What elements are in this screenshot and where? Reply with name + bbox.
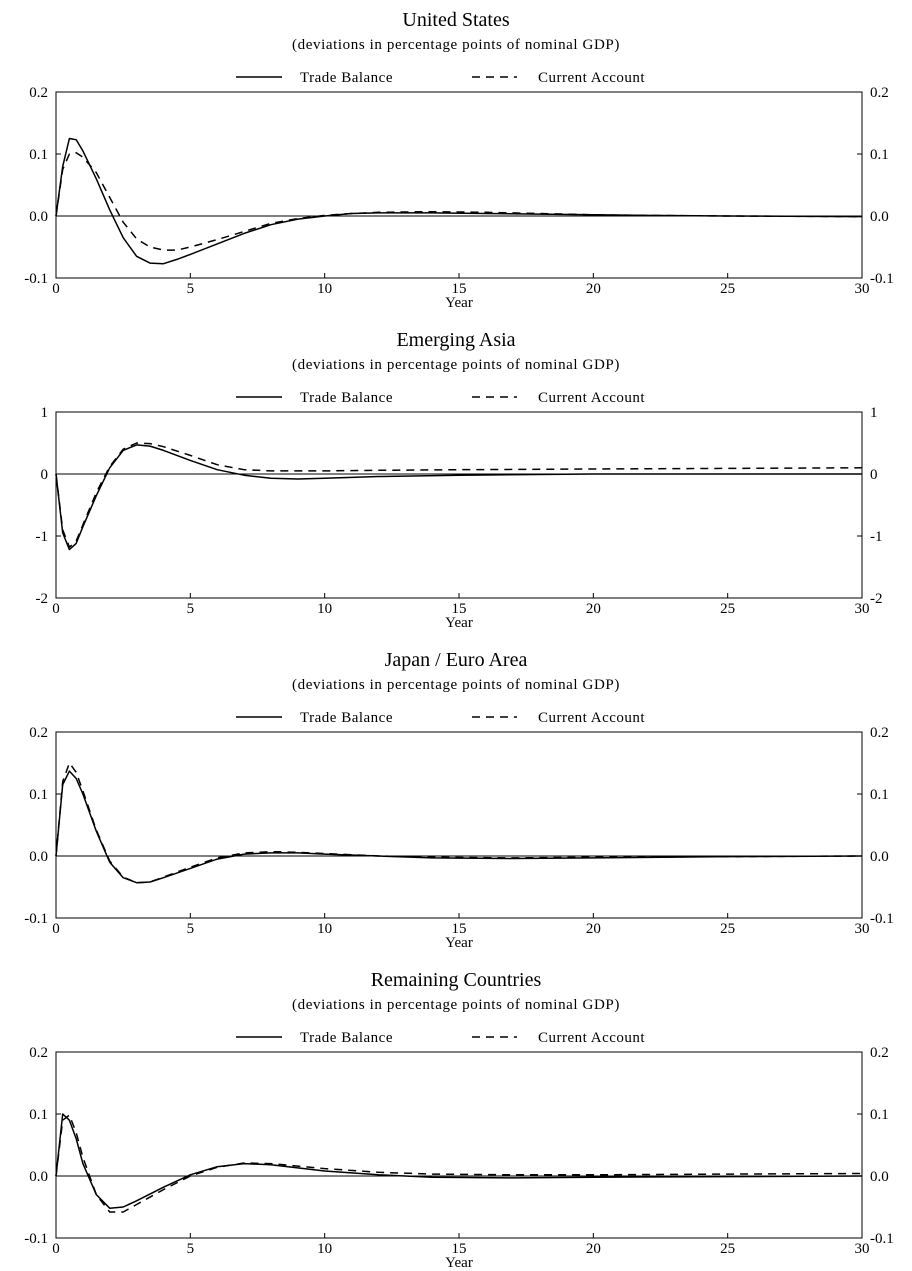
y-tick-label-right: -0.1	[870, 1231, 894, 1247]
y-tick-label-left: 0.2	[29, 1045, 48, 1061]
y-tick-label-left: 0.0	[29, 209, 48, 225]
chart-title: United States	[402, 9, 509, 31]
x-tick-label: 20	[586, 281, 601, 297]
x-tick-label: 0	[52, 921, 60, 937]
y-tick-label-right: -1	[870, 529, 883, 545]
x-tick-label: 0	[52, 281, 60, 297]
chart-panel-3: Japan / Euro Area (deviations in percenta…	[24, 649, 894, 951]
series-trade-balance-line	[55, 770, 863, 884]
y-tick-label-right: 0.0	[870, 849, 889, 865]
x-tick-label: 30	[855, 601, 870, 617]
legend-label-1: Trade Balance	[300, 1030, 393, 1046]
legend-label-1: Trade Balance	[300, 70, 393, 86]
y-tick-label-left: 0.1	[29, 1107, 48, 1123]
x-tick-label: 15	[452, 921, 467, 937]
y-tick-label-right: 0.0	[870, 209, 889, 225]
x-axis-label: Year	[445, 295, 473, 311]
y-tick-label-right: 0.1	[870, 1107, 889, 1123]
y-tick-label-right: 0.1	[870, 787, 889, 803]
y-tick-label-left: -0.1	[24, 911, 48, 927]
y-tick-label-right: 0	[870, 467, 878, 483]
plot-frame	[55, 1051, 863, 1239]
x-axis-label: Year	[445, 1255, 473, 1271]
series-current-account-line	[55, 442, 863, 548]
x-axis-label: Year	[445, 935, 473, 951]
plot-frame	[55, 411, 863, 599]
chart-title: Remaining Countries	[371, 969, 542, 991]
x-tick-label: 30	[855, 1241, 870, 1257]
y-tick-label-right: 0.1	[870, 147, 889, 163]
y-tick-label-right: -0.1	[870, 271, 894, 287]
y-tick-label-right: -0.1	[870, 911, 894, 927]
legend-label-2: Current Account	[538, 1030, 645, 1046]
x-tick-label: 30	[855, 281, 870, 297]
x-tick-label: 20	[586, 1241, 601, 1257]
series-trade-balance-line	[55, 1113, 863, 1209]
y-tick-label-left: 0.2	[29, 85, 48, 101]
y-tick-label-left: -2	[36, 591, 49, 607]
legend-label-2: Current Account	[538, 710, 645, 726]
series-trade-balance-line	[55, 444, 862, 551]
plot-frame	[55, 91, 863, 279]
x-tick-label: 0	[52, 601, 60, 617]
x-tick-label: 25	[720, 1241, 735, 1257]
x-tick-label: 25	[720, 601, 735, 617]
plot-frame	[55, 731, 863, 919]
y-tick-label-right: -2	[870, 591, 883, 607]
chart-subtitle: (deviations in percentage points of nomi…	[292, 37, 620, 53]
x-tick-label: 0	[52, 1241, 60, 1257]
y-tick-label-right: 0.0	[870, 1169, 889, 1185]
y-tick-label-left: -0.1	[24, 271, 48, 287]
y-tick-label-left: -1	[36, 529, 49, 545]
series-current-account-line	[55, 762, 863, 884]
y-tick-label-right: 0.2	[870, 85, 889, 101]
x-axis-label: Year	[445, 615, 473, 631]
series-current-account-line	[55, 152, 863, 251]
y-tick-label-left: 0.0	[29, 1169, 48, 1185]
x-tick-label: 10	[317, 281, 332, 297]
series-trade-balance-line	[55, 137, 863, 265]
y-tick-label-left: 0.1	[29, 787, 48, 803]
x-tick-label: 30	[855, 921, 870, 937]
chart-subtitle: (deviations in percentage points of nomi…	[292, 677, 620, 693]
legend-label-2: Current Account	[538, 390, 645, 406]
y-tick-label-left: 1	[41, 405, 49, 421]
y-tick-label-right: 0.2	[870, 725, 889, 741]
x-tick-label: 10	[317, 1241, 332, 1257]
x-tick-label: 25	[720, 281, 735, 297]
x-tick-label: 25	[720, 921, 735, 937]
x-tick-label: 15	[452, 601, 467, 617]
y-tick-label-right: 0.2	[870, 1045, 889, 1061]
x-tick-label: 20	[586, 921, 601, 937]
x-tick-label: 20	[586, 601, 601, 617]
chart-subtitle: (deviations in percentage points of nomi…	[292, 997, 620, 1013]
x-tick-label: 15	[452, 281, 467, 297]
chart-panel-4: Remaining Countries (deviations in percen…	[24, 969, 894, 1271]
legend-label-1: Trade Balance	[300, 710, 393, 726]
chart-subtitle: (deviations in percentage points of nomi…	[292, 357, 620, 373]
series-current-account-line	[55, 1114, 863, 1213]
chart-panel-1: United States (deviations in percentage p…	[24, 9, 894, 311]
y-tick-label-right: 1	[870, 405, 878, 421]
legend-label-2: Current Account	[538, 70, 645, 86]
x-tick-label: 5	[187, 281, 195, 297]
x-tick-label: 5	[187, 601, 195, 617]
y-tick-label-left: 0.2	[29, 725, 48, 741]
y-tick-label-left: -0.1	[24, 1231, 48, 1247]
x-tick-label: 5	[187, 1241, 195, 1257]
y-tick-label-left: 0.0	[29, 849, 48, 865]
y-tick-label-left: 0.1	[29, 147, 48, 163]
chart-title: Emerging Asia	[396, 329, 515, 351]
legend-label-1: Trade Balance	[300, 390, 393, 406]
x-tick-label: 5	[187, 921, 195, 937]
chart-title: Japan / Euro Area	[385, 649, 528, 671]
x-tick-label: 15	[452, 1241, 467, 1257]
chart-panel-2: Emerging Asia (deviations in percentage p…	[36, 329, 883, 631]
y-tick-label-left: 0	[41, 467, 49, 483]
x-tick-label: 10	[317, 601, 332, 617]
x-tick-label: 10	[317, 921, 332, 937]
